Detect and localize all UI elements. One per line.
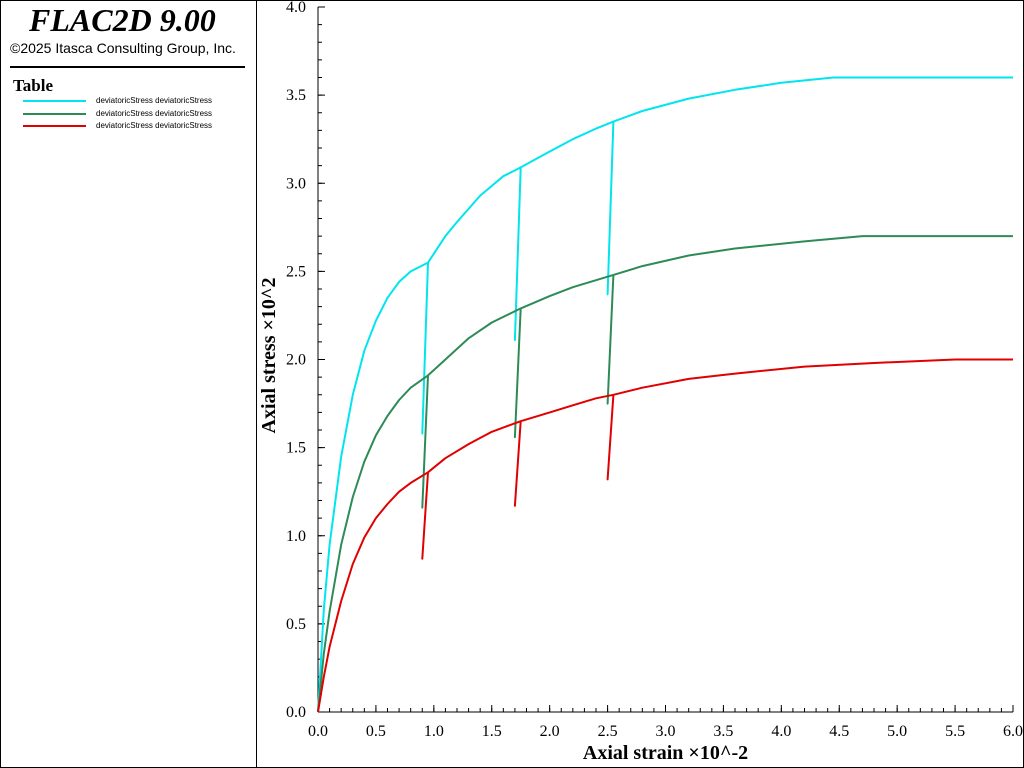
legend-swatch: [23, 113, 86, 115]
x-tick-label: 6.0: [1003, 723, 1023, 740]
x-tick-label: 4.5: [829, 723, 849, 740]
series-line-1: [317, 76, 1013, 713]
y-tick-label: 2.0: [286, 352, 306, 369]
legend-swatch: [23, 125, 86, 127]
y-tick-label: 2.5: [286, 263, 306, 280]
legend-swatch: [23, 100, 86, 102]
legend-label: deviatoricStress deviatoricStress: [96, 96, 213, 105]
y-tick-label: 3.5: [286, 87, 306, 104]
x-tick-label: 0.0: [308, 723, 328, 740]
x-tick-label: 0.5: [366, 723, 386, 740]
y-tick-label: 1.0: [286, 528, 306, 545]
panel-divider: [256, 0, 257, 768]
y-tick-label: 0.0: [286, 704, 306, 721]
legend-label: deviatoricStress deviatoricStress: [96, 109, 213, 118]
y-axis-label: Axial stress ×10^2: [258, 278, 280, 434]
app-title: FLAC2D 9.00: [29, 2, 216, 38]
y-tick-label: 3.0: [286, 175, 306, 192]
x-axis-label: Axial strain ×10^-2: [583, 742, 748, 764]
series-line-2: [317, 235, 1013, 713]
copyright-text: ©2025 Itasca Consulting Group, Inc.: [10, 40, 236, 56]
header-rule: [10, 66, 245, 68]
x-tick-label: 3.0: [656, 723, 676, 740]
x-tick-label: 2.5: [598, 723, 618, 740]
x-tick-label: 2.0: [540, 723, 560, 740]
y-tick-label: 0.5: [286, 616, 306, 633]
legend-title: Table: [13, 76, 54, 95]
series-line-3: [317, 358, 1013, 713]
x-tick-label: 1.5: [482, 723, 502, 740]
y-tick-label: 1.5: [286, 440, 306, 457]
legend-label: deviatoricStress deviatoricStress: [96, 121, 213, 130]
y-tick-label: 4.0: [286, 0, 306, 16]
x-tick-label: 5.0: [887, 723, 907, 740]
x-tick-label: 5.5: [945, 723, 965, 740]
x-tick-label: 4.0: [771, 723, 791, 740]
x-tick-label: 3.5: [713, 723, 733, 740]
x-tick-label: 1.0: [424, 723, 444, 740]
